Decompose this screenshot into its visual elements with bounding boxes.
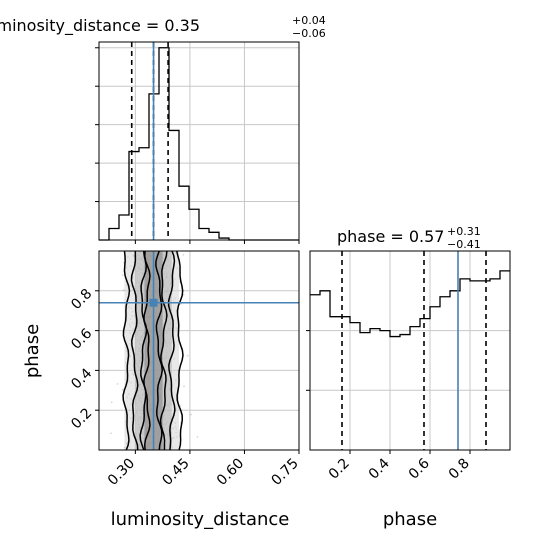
contour-1 [130, 250, 139, 451]
truth-marker [149, 298, 158, 307]
contour-6 [167, 250, 176, 451]
xtick-label-phase-3: 0.8 [446, 456, 473, 483]
title-ld-upper: +0.04 [292, 14, 326, 27]
frame-top [98, 41, 300, 241]
frame-joint [98, 250, 300, 451]
xtick-label-ld-1: 0.45 [159, 456, 192, 489]
contour-7 [175, 250, 184, 451]
ylabel-phase: phase [22, 324, 43, 378]
ytick-label-phase-1: 0.4 [68, 365, 95, 392]
histogram-phase [310, 270, 510, 338]
scatter-point [121, 388, 124, 391]
ytick-label-phase-2: 0.6 [68, 326, 95, 353]
marginal-luminosity-distance [95, 41, 300, 244]
title-phase-lower: −0.41 [447, 238, 481, 251]
scatter-point [190, 413, 192, 416]
contour-4 [155, 250, 164, 451]
title-phase: phase = 0.57 [337, 227, 444, 246]
xtick-label-phase-2: 0.6 [406, 455, 433, 482]
scatter-point [121, 274, 124, 276]
title-phase-upper: +0.31 [447, 225, 481, 238]
joint-luminosity-distance-phase: 0.30 0.45 0.60 0.75 0.2 0.4 0.6 0.8 [68, 250, 302, 489]
xlabel-luminosity-distance: luminosity_distance [111, 509, 290, 530]
xlabel-phase: phase [383, 509, 437, 530]
ytick-label-phase-0: 0.2 [68, 405, 95, 432]
scatter-point [110, 432, 112, 435]
contour-0 [122, 250, 131, 451]
scatter-point [180, 422, 182, 424]
marginal-phase: 0.2 0.4 0.6 0.8 [306, 250, 511, 483]
xtick-label-phase-1: 0.4 [366, 455, 393, 482]
scatter-point [110, 401, 113, 404]
ytick-label-phase-3: 0.8 [68, 286, 95, 313]
xtick-label-ld-2: 0.60 [214, 456, 247, 489]
scatter-point [182, 294, 185, 296]
scatter-point [186, 354, 189, 357]
scatter-point [116, 383, 119, 385]
contour-5 [159, 250, 168, 451]
scatter-point [179, 281, 181, 283]
scatter-point [182, 254, 185, 256]
title-luminosity-distance: luminosity_distance = 0.35 [0, 16, 200, 36]
contour-2 [139, 250, 148, 451]
scatter-point [122, 289, 125, 291]
scatter-point [123, 262, 125, 264]
xtick-label-ld-3: 0.75 [268, 456, 301, 489]
title-ld-lower: −0.06 [292, 27, 326, 40]
frame-phase [309, 250, 511, 451]
contour-3 [143, 250, 151, 451]
scatter-point [180, 303, 182, 305]
scatter-point [196, 436, 199, 438]
xtick-label-phase-0: 0.2 [326, 456, 353, 483]
scatter-point [179, 404, 182, 407]
histogram-luminosity-distance [99, 47, 299, 241]
xtick-label-ld-0: 0.30 [105, 456, 138, 489]
scatter-point [183, 385, 185, 388]
